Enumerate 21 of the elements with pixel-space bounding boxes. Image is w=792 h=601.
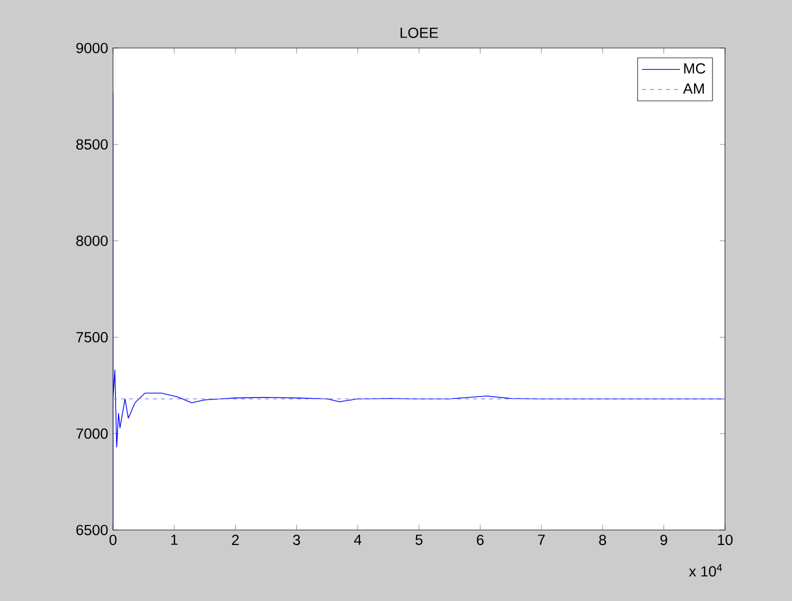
y-tick-label: 7000: [76, 428, 108, 439]
y-tick-label: 6500: [76, 524, 108, 536]
legend-label: AM: [683, 83, 704, 94]
x-tick-label: 1: [171, 534, 178, 545]
x-tick-label: 2: [232, 534, 239, 545]
x-tick-label: 4: [354, 534, 362, 545]
x-tick-label: 0: [109, 534, 116, 546]
y-tick-label: 8000: [76, 236, 108, 246]
x-tick-label: 8: [599, 534, 606, 546]
y-tick-label: 9000: [76, 42, 108, 54]
chart-title: LOEE: [400, 28, 438, 38]
text: x 10$^{4}$: [689, 564, 722, 577]
x-tick-label: 10: [718, 534, 733, 546]
y-tick-label: 8500: [76, 139, 108, 150]
x-tick-label: 3: [293, 534, 300, 546]
legend-label: MC: [684, 63, 706, 74]
x-tick-label: 6: [476, 534, 484, 546]
x-tick-label: 9: [660, 534, 668, 546]
x-tick-label: 7: [538, 534, 545, 545]
x-tick-label: 5: [416, 534, 422, 545]
y-tick-label: 7500: [76, 332, 108, 342]
